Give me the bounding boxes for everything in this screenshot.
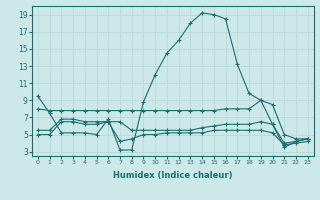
X-axis label: Humidex (Indice chaleur): Humidex (Indice chaleur) [113, 171, 233, 180]
